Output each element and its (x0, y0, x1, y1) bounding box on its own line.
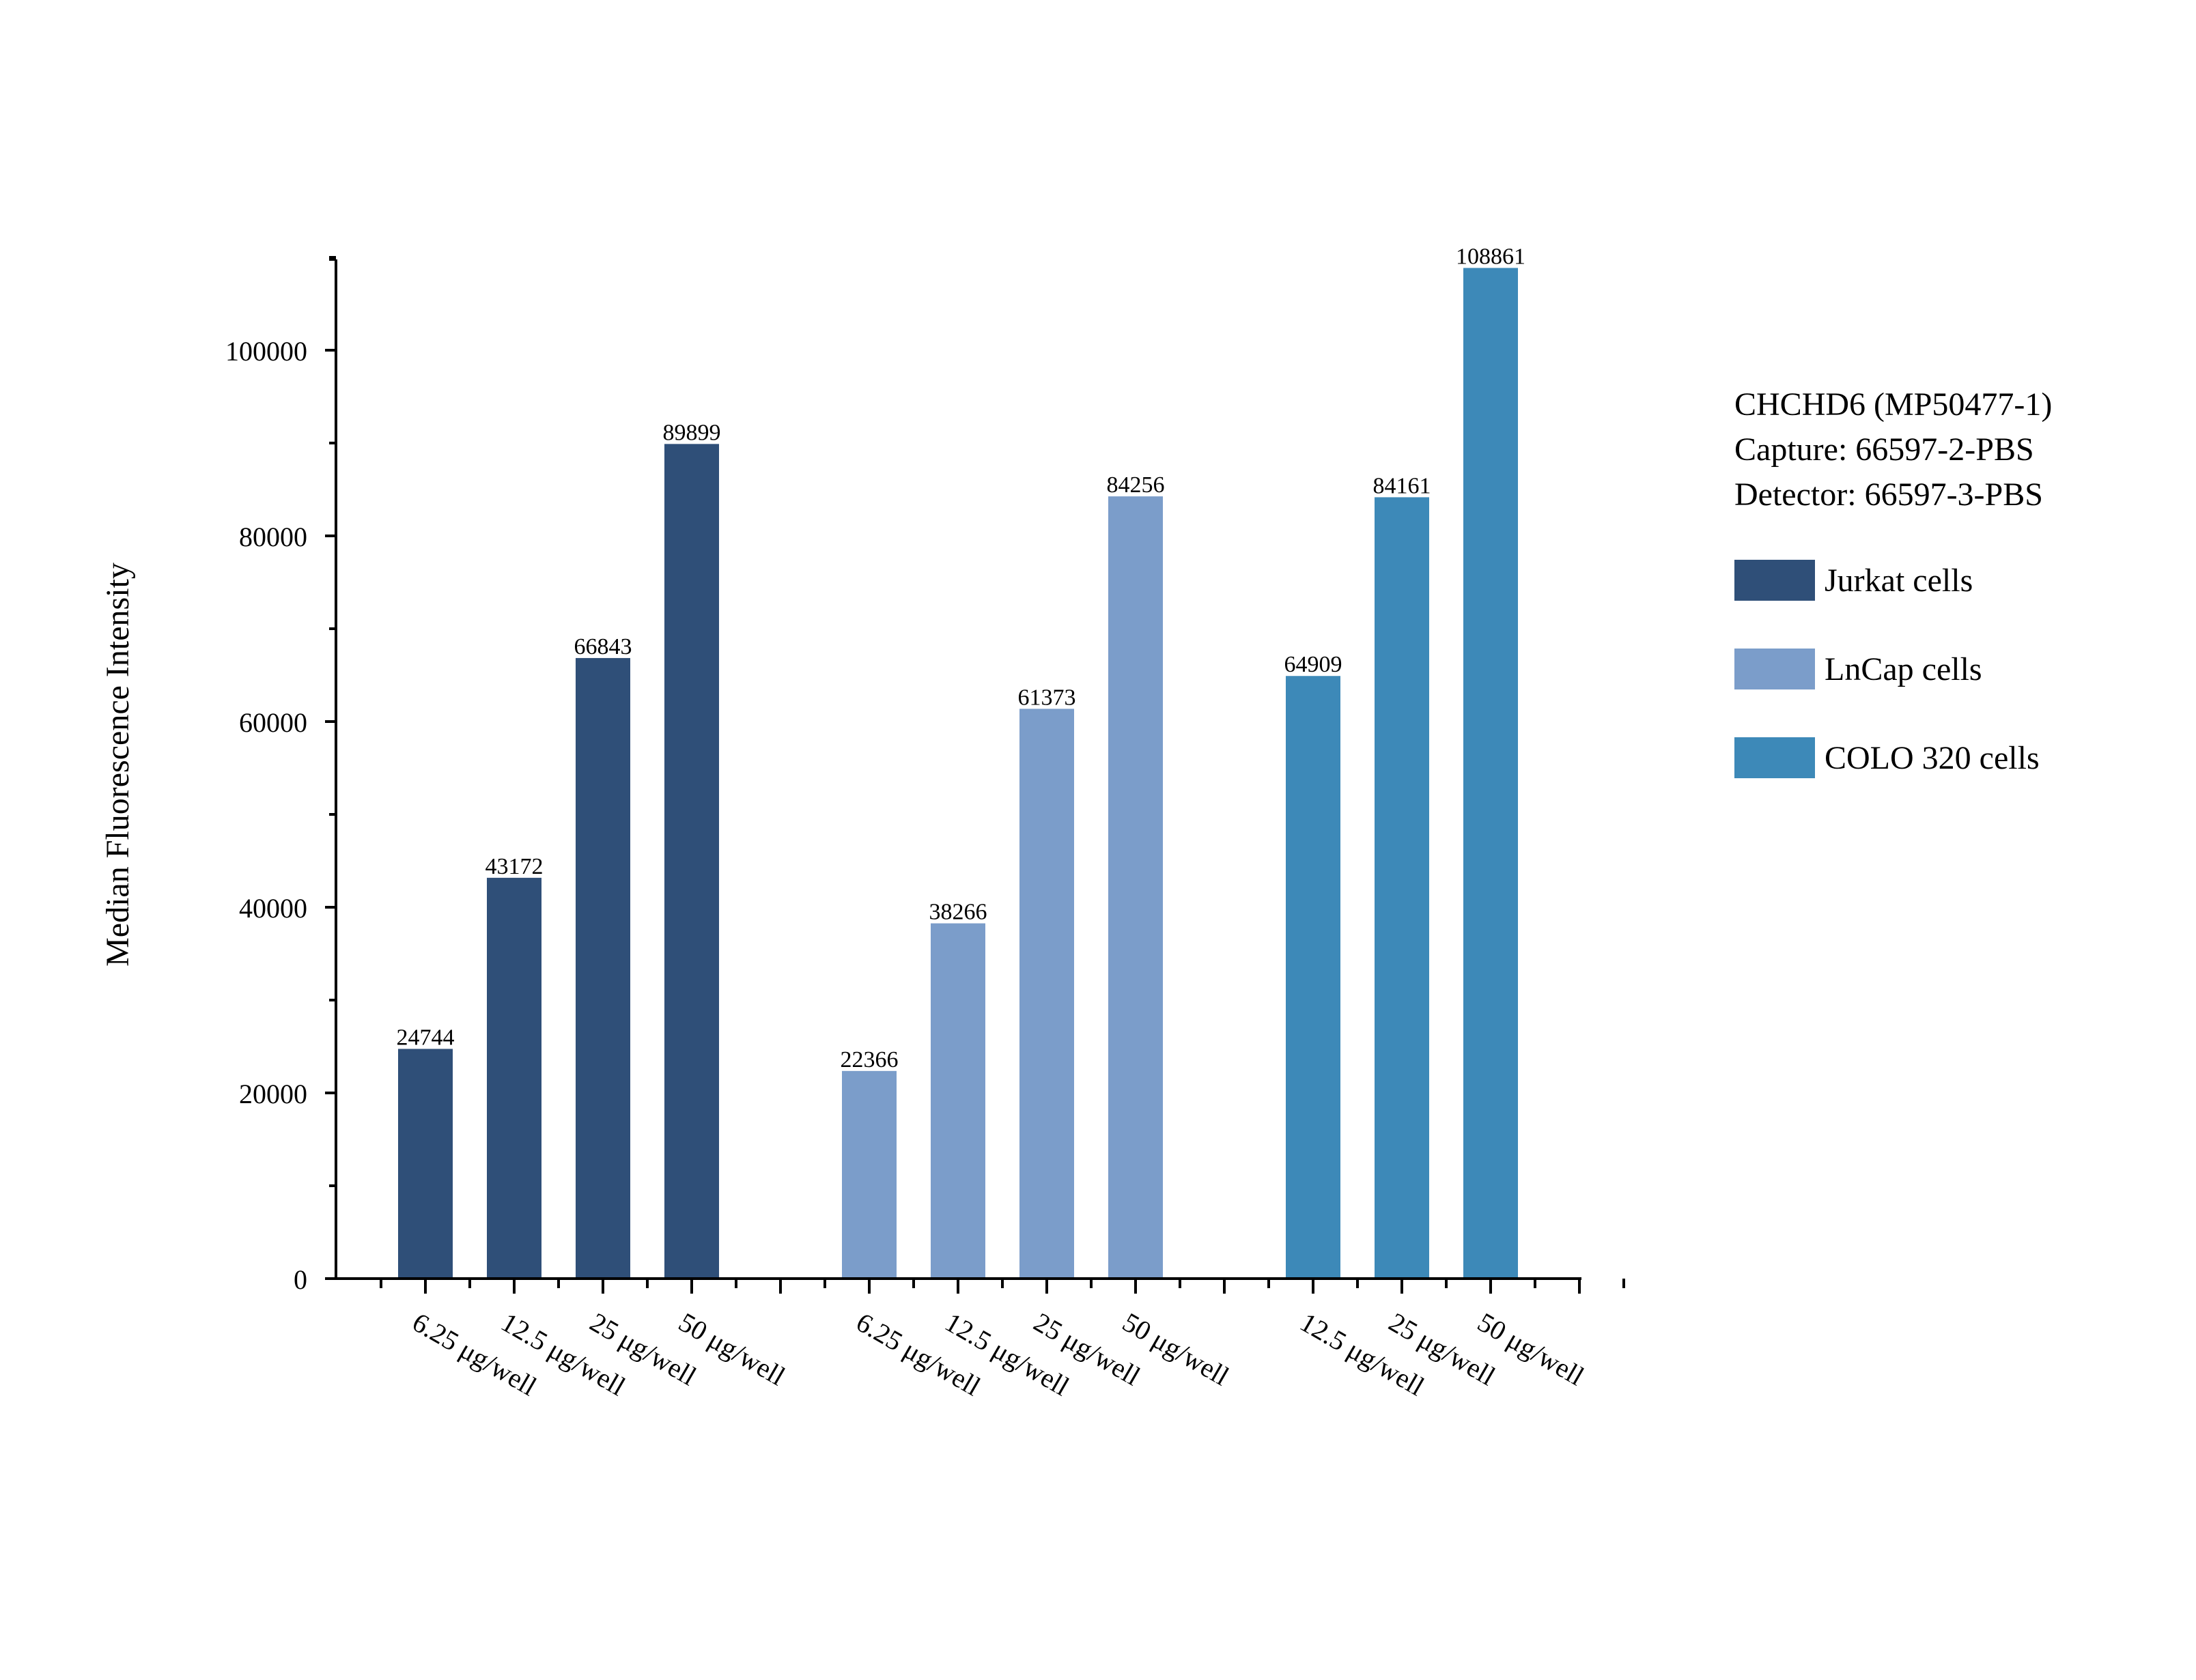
bar (1019, 709, 1074, 1279)
data-labels-group: 24744 43172 66843 89899 22366 38266 61373 84256… (397, 244, 1526, 1072)
bar (842, 1070, 897, 1279)
bar (1463, 268, 1518, 1279)
bar (931, 923, 985, 1279)
bar (1286, 676, 1340, 1279)
y-axis-title: Median Fluorescence Intensity (100, 563, 136, 967)
legend-label-jurkat: Jurkat cells (1825, 562, 1973, 599)
legend-detector: Detector: 66597-3-PBS (1734, 476, 2043, 513)
bar (1108, 496, 1163, 1279)
y-tick-label: 20000 (239, 1079, 307, 1109)
bar (1375, 497, 1429, 1279)
data-label: 84161 (1373, 473, 1431, 498)
data-label: 108861 (1456, 244, 1525, 269)
legend-swatch-colo (1734, 737, 1815, 778)
data-label: 43172 (485, 854, 544, 879)
bar (487, 877, 541, 1279)
bar (398, 1049, 453, 1279)
data-label: 38266 (929, 900, 987, 925)
legend-capture: Capture: 66597-2-PBS (1734, 431, 2034, 468)
y-tick-label: 80000 (239, 522, 307, 552)
y-tick-label: 0 (294, 1264, 307, 1295)
legend-item-lncap: LnCap cells (1734, 647, 2052, 691)
legend: CHCHD6 (MP50477-1) Capture: 66597-2-PBS … (1734, 382, 2052, 825)
bar (664, 444, 719, 1279)
bar (576, 657, 630, 1279)
data-label: 89899 (663, 420, 721, 445)
legend-swatch-lncap (1734, 649, 1815, 689)
data-label: 22366 (841, 1047, 899, 1072)
x-axis-ticks (380, 1279, 1625, 1294)
legend-title: CHCHD6 (MP50477-1) (1734, 386, 2053, 423)
data-label: 66843 (574, 634, 632, 659)
legend-item-colo: COLO 320 cells (1734, 736, 2052, 780)
legend-label-lncap: LnCap cells (1825, 651, 1982, 687)
y-tick-label: 40000 (239, 893, 307, 924)
legend-label-colo: COLO 320 cells (1825, 739, 2040, 776)
legend-items: Jurkat cells LnCap cells COLO 320 cells (1734, 558, 2052, 780)
y-axis-ticks: 0 20000 40000 60000 80000 100000 (225, 256, 336, 1295)
data-label: 24744 (397, 1025, 455, 1050)
data-label: 84256 (1107, 472, 1165, 498)
bars-group (398, 268, 1518, 1279)
legend-swatch-jurkat (1734, 560, 1815, 601)
y-tick-label: 100000 (225, 336, 307, 367)
legend-item-jurkat: Jurkat cells (1734, 558, 2052, 602)
data-label: 64909 (1284, 652, 1342, 677)
y-tick-label: 60000 (239, 707, 307, 738)
data-label: 61373 (1018, 685, 1076, 710)
